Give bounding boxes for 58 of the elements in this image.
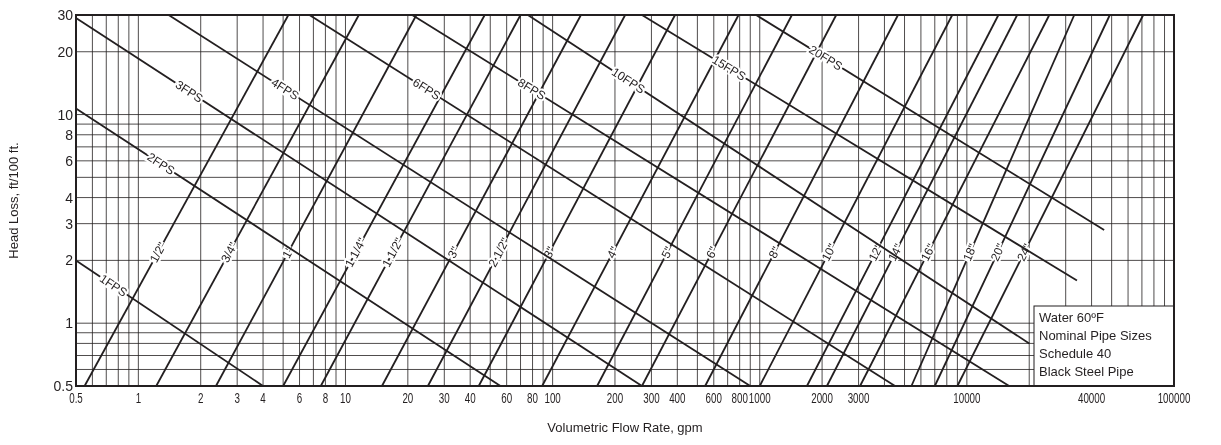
x-tick-label: 40000 <box>1077 390 1106 407</box>
x-tick-label: 3 <box>234 390 241 407</box>
x-tick-label: 800 <box>731 390 749 407</box>
text: 3" <box>540 244 559 261</box>
x-tick-label: 20 <box>402 390 414 407</box>
x-tick-label: 600 <box>705 390 723 407</box>
annotation: Black Steel Pipe <box>1039 364 1134 379</box>
y-tick-label: 8 <box>65 126 74 143</box>
y-tick-label: 3 <box>65 215 74 232</box>
y-tick-label: 10 <box>57 106 74 123</box>
x-tick-label: 10000 <box>953 390 981 407</box>
x-tick-label: 40 <box>464 390 476 407</box>
x-tick-label: 100 <box>544 390 562 407</box>
x-tick-label: 60 <box>501 390 513 407</box>
text: 18" <box>960 241 981 264</box>
text: 4FPS <box>268 75 302 104</box>
x-tick-label: 3000 <box>847 390 870 407</box>
y-tick-label: 6 <box>65 152 74 169</box>
text: 10" <box>818 241 840 264</box>
annotation: Water 60ºF <box>1039 310 1105 325</box>
text: 24" <box>1014 241 1035 264</box>
y-tick-label: 30 <box>57 7 74 23</box>
x-tick-label: 8 <box>322 390 329 407</box>
y-tick-label: 20 <box>57 43 74 60</box>
text: 5" <box>658 244 676 261</box>
text: 6" <box>703 244 721 261</box>
x-tick-label: 1 <box>135 390 142 407</box>
annotation: Nominal Pipe Sizes <box>1039 328 1153 343</box>
text: 1 1/4" <box>342 235 370 270</box>
y-axis-title: Head Loss, ft/100 ft. <box>6 142 21 259</box>
x-tick-label: 6 <box>296 390 303 407</box>
text: 20" <box>987 241 1008 264</box>
y-tick-label: 1 <box>65 315 74 332</box>
x-tick-label: 10 <box>340 390 352 407</box>
x-tick-label: 4 <box>260 390 267 407</box>
text: 4" <box>604 244 622 261</box>
y-tick-label: 0.5 <box>53 378 74 394</box>
x-tick-label: 2000 <box>811 390 834 407</box>
annotation: Schedule 40 <box>1039 346 1112 361</box>
x-tick-label: 100000 <box>1157 390 1191 407</box>
text: 12" <box>865 241 887 264</box>
text: 16" <box>917 241 939 264</box>
x-tick-label: 30 <box>438 390 450 407</box>
text: 1 1/2" <box>379 235 407 270</box>
text: 3/4" <box>218 239 241 265</box>
text: 14" <box>885 241 906 264</box>
text: 1/2" <box>146 239 170 265</box>
x-tick-label: 400 <box>669 390 686 407</box>
y-tick-label: 4 <box>65 189 74 206</box>
x-tick-label: 80 <box>527 390 539 407</box>
y-tick-label: 2 <box>65 252 74 269</box>
text: 8" <box>765 244 784 261</box>
x-axis-title: Volumetric Flow Rate, gpm <box>547 420 703 435</box>
x-tick-label: 300 <box>643 390 660 407</box>
x-tick-label: 1000 <box>748 390 771 407</box>
x-tick-label: 2 <box>197 390 204 407</box>
x-tick-label: 200 <box>606 390 624 407</box>
text: 3" <box>444 244 463 261</box>
